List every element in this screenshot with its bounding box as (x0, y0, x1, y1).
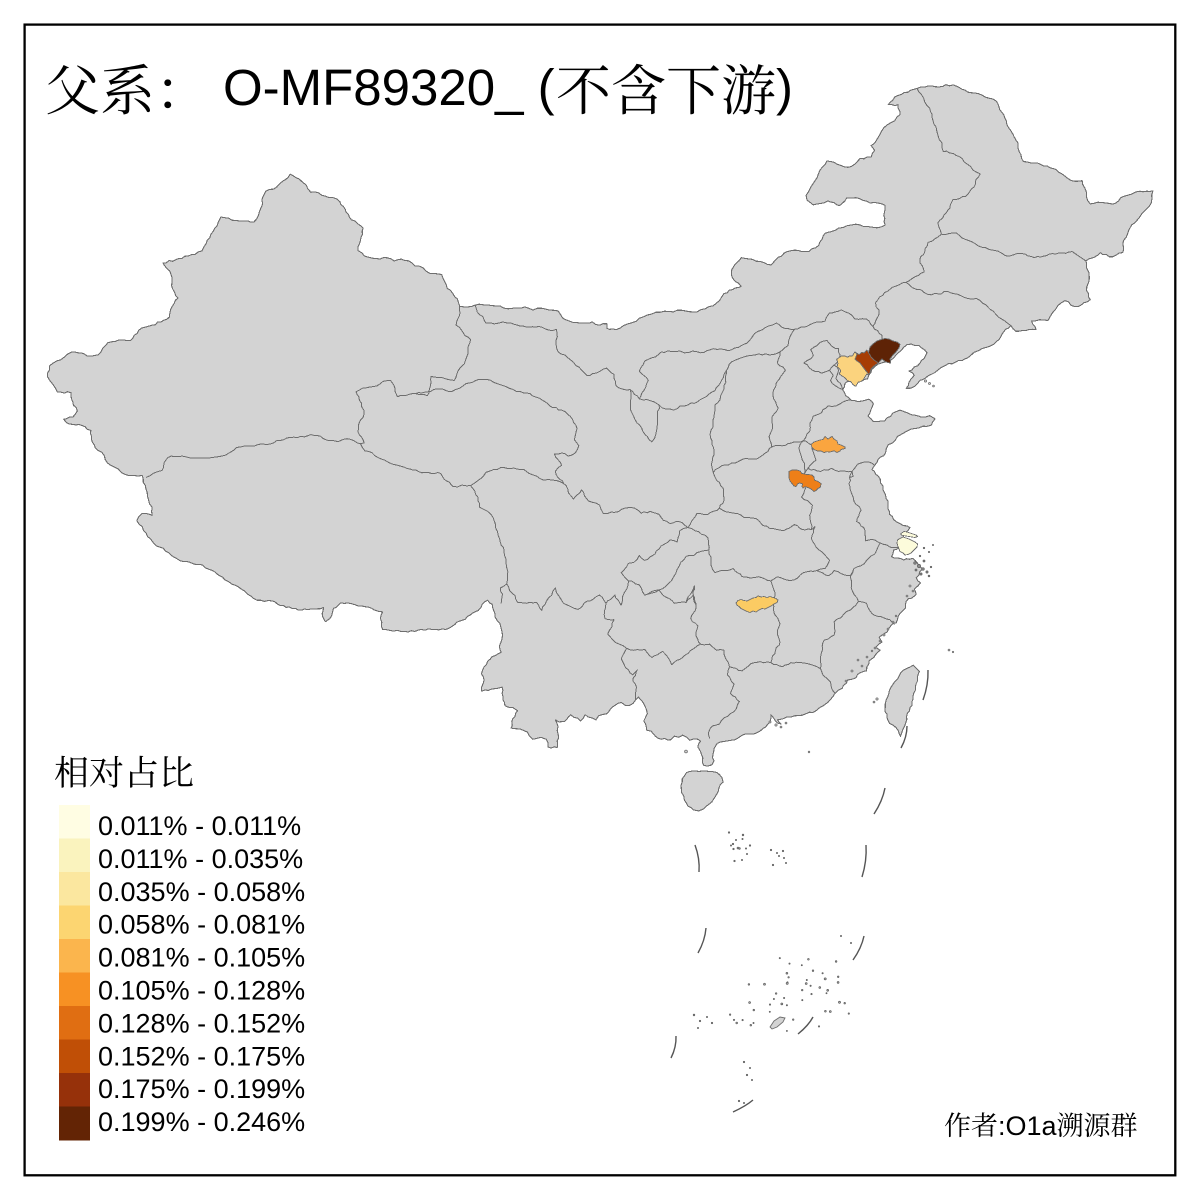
svg-text:0.081% - 0.105%: 0.081% - 0.105% (98, 943, 305, 973)
svg-text:0.128% - 0.152%: 0.128% - 0.152% (98, 1008, 305, 1038)
svg-text:0.175% - 0.199%: 0.175% - 0.199% (98, 1074, 305, 1104)
svg-text:0.011% - 0.035%: 0.011% - 0.035% (98, 844, 303, 874)
svg-text:0.105% - 0.128%: 0.105% - 0.128% (98, 976, 305, 1006)
svg-text:0.011% - 0.011%: 0.011% - 0.011% (98, 811, 301, 841)
svg-text:0.199% - 0.246%: 0.199% - 0.246% (98, 1107, 305, 1137)
svg-text:0.035% - 0.058%: 0.035% - 0.058% (98, 877, 305, 907)
svg-text::O1a: :O1a (998, 1111, 1058, 1141)
svg-text:O-MF89320_ (: O-MF89320_ ( (223, 59, 555, 116)
svg-text:0.152% - 0.175%: 0.152% - 0.175% (98, 1041, 305, 1071)
svg-text:0.058% - 0.081%: 0.058% - 0.081% (98, 910, 305, 940)
svg-text:): ) (776, 59, 793, 116)
